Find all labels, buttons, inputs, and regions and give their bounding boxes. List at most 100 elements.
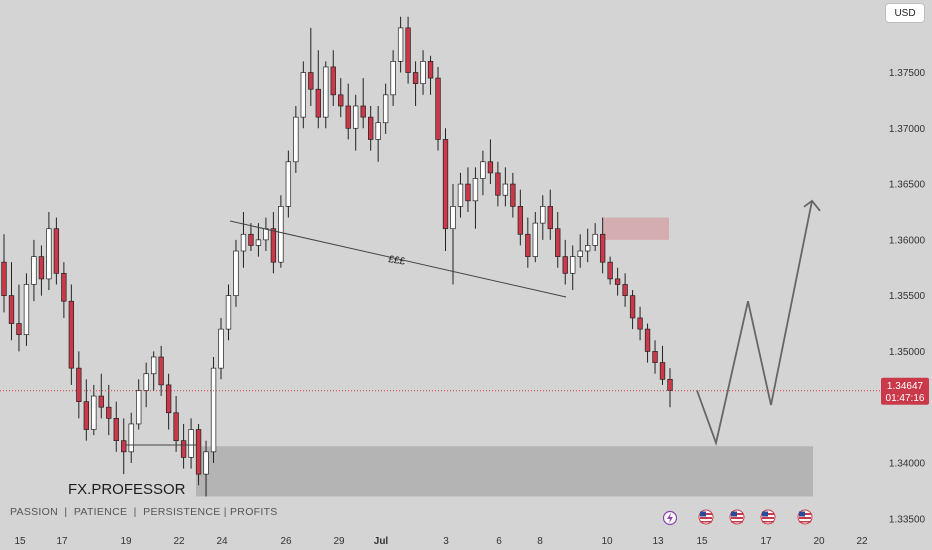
candle: [637, 306, 643, 341]
price-tick-label: 1.35500: [889, 291, 926, 302]
candle: [323, 61, 329, 129]
time-tick-label: Jul: [374, 536, 389, 547]
candle: [532, 211, 538, 263]
bull-candle-body: [540, 206, 546, 224]
candle: [113, 401, 119, 452]
time-tick-label: 17: [56, 536, 68, 547]
time-tick-label: 22: [173, 536, 185, 547]
candle: [233, 239, 239, 307]
candle: [525, 217, 531, 268]
bull-candle-body: [577, 250, 583, 257]
candle: [547, 189, 553, 240]
bull-candle-body: [390, 61, 396, 96]
bull-candle-body: [323, 66, 329, 118]
lightning-event-icon[interactable]: [662, 510, 678, 526]
bear-candle-body: [637, 317, 643, 330]
bull-candle-body: [300, 72, 306, 118]
watermark-title: FX.PROFESSOR: [68, 481, 186, 498]
bear-candle-body: [659, 362, 666, 380]
us-flag-event-icon[interactable]: [729, 509, 745, 525]
trendline-label: £££: [388, 254, 407, 268]
bear-candle-body: [1, 261, 7, 296]
projection-arrowhead: [803, 199, 821, 212]
bull-candle-body: [278, 206, 284, 263]
bear-candle-body: [270, 228, 277, 263]
time-tick-label: 3: [443, 536, 449, 547]
bear-candle-body: [180, 440, 187, 458]
candle: [659, 345, 666, 385]
us-flag-event-icon[interactable]: [698, 509, 714, 525]
candle: [210, 356, 217, 463]
time-tick-label: 29: [333, 536, 345, 547]
bear-candle-body: [487, 161, 494, 174]
bear-candle-body: [495, 172, 501, 196]
bear-candle-body: [644, 328, 651, 352]
candle: [442, 128, 449, 252]
bear-candle-body: [83, 401, 89, 430]
candle: [555, 211, 561, 268]
candle: [622, 273, 628, 307]
bear-candle-body: [442, 139, 449, 230]
bull-candle-body: [585, 245, 591, 252]
candle: [644, 323, 651, 363]
candle: [1, 234, 7, 313]
candle: [46, 211, 52, 291]
candle: [495, 161, 501, 207]
time-tick-label: 15: [696, 536, 708, 547]
candle: [382, 83, 389, 134]
candle: [330, 50, 336, 106]
bear-candle-body: [360, 105, 366, 118]
us-flag-event-icon[interactable]: [797, 509, 813, 525]
candle: [465, 167, 471, 212]
currency-button[interactable]: USD: [885, 3, 925, 23]
candle: [248, 223, 254, 252]
bear-candle-body: [614, 278, 621, 285]
us-flag-event-icon[interactable]: [760, 509, 776, 525]
bear-candle-body: [76, 367, 82, 402]
candle: [16, 284, 22, 352]
time-tick-label: 26: [280, 536, 292, 547]
bull-candle-body: [502, 183, 509, 196]
candle: [225, 284, 232, 341]
bear-candle-body: [106, 406, 112, 419]
candle: [300, 61, 306, 129]
candle: [667, 368, 673, 408]
candle: [128, 412, 134, 463]
candle: [472, 167, 479, 229]
candle: [427, 55, 434, 95]
bear-candle-body: [248, 233, 254, 246]
current-price-value: 1.34647: [887, 381, 924, 392]
bull-candle-body: [382, 94, 389, 124]
bear-candle-body: [315, 88, 321, 118]
candle: [397, 16, 404, 73]
bear-candle-body: [652, 351, 658, 363]
candle: [345, 83, 351, 140]
bear-candle-body: [465, 183, 471, 202]
candle: [652, 340, 658, 374]
candle: [585, 228, 591, 263]
candle: [53, 217, 60, 285]
bear-candle-body: [16, 323, 22, 336]
price-axis[interactable]: 1.37500 1.37000 1.36500 1.36000 1.35500 1.350…: [889, 68, 926, 525]
candle: [338, 78, 344, 118]
time-axis[interactable]: 15 17 19 22 24 26 29 Jul 3 6 8 10 13 15 17 20 22: [14, 536, 868, 547]
candle: [98, 373, 104, 419]
bull-candle-body: [150, 356, 157, 375]
candle: [68, 284, 75, 385]
candle: [405, 16, 411, 84]
bear-candle-body: [330, 66, 336, 96]
price-tick-label: 1.37500: [889, 68, 926, 79]
bear-candle-body: [435, 77, 441, 140]
candle: [375, 105, 381, 162]
bull-candle-body: [128, 423, 134, 453]
bear-candle-body: [121, 440, 127, 453]
candle: [106, 384, 112, 436]
candle: [255, 223, 262, 257]
candle: [83, 379, 89, 441]
bull-candle-body: [225, 295, 232, 330]
bear-candle-body: [165, 384, 172, 414]
bear-candle-body: [667, 378, 673, 391]
candle: [31, 239, 37, 302]
bull-candle-body: [31, 256, 37, 285]
